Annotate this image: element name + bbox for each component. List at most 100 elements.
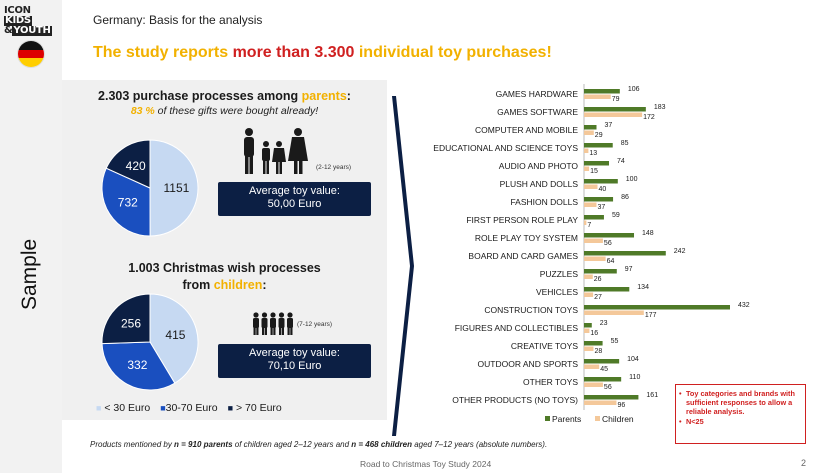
value-label-parents: 86 bbox=[621, 194, 629, 201]
value-label-children: 13 bbox=[589, 150, 597, 157]
pie-slice-label: 415 bbox=[165, 328, 185, 342]
bar-parents bbox=[584, 341, 603, 346]
germany-flag-icon bbox=[17, 40, 45, 68]
bar-parents bbox=[584, 197, 614, 202]
value-label-parents: 59 bbox=[612, 212, 620, 219]
parents-subtitle: 83 % of these gifts were bought already! bbox=[130, 105, 319, 117]
category-label: PLUSH AND DOLLS bbox=[500, 179, 579, 189]
value-label-parents: 148 bbox=[642, 230, 654, 237]
bar-parents bbox=[584, 89, 620, 94]
bar-parents bbox=[584, 179, 618, 184]
category-label: EDUCATIONAL AND SCIENCE TOYS bbox=[433, 143, 578, 153]
pie-legend: ■ < 30 Euro ■30-70 Euro ■ > 70 Euro bbox=[96, 402, 282, 414]
value-label-parents: 97 bbox=[625, 266, 633, 273]
footer-note: Products mentioned by n = 910 parents of… bbox=[90, 440, 548, 449]
bar-children bbox=[584, 130, 594, 135]
value-label-parents: 85 bbox=[621, 140, 629, 147]
value-label-children: 172 bbox=[643, 114, 655, 121]
bar-parents bbox=[584, 377, 622, 382]
value-label-parents: 161 bbox=[646, 392, 658, 399]
pie-legend-item: ■ > 70 Euro bbox=[227, 402, 282, 414]
bar-parents bbox=[584, 107, 646, 112]
category-label: VEHICLES bbox=[536, 287, 578, 297]
bar-parents bbox=[584, 359, 620, 364]
children-group-icon bbox=[253, 312, 293, 335]
value-label-children: 40 bbox=[599, 186, 607, 193]
bar-children bbox=[584, 112, 643, 117]
bar-children bbox=[584, 364, 600, 369]
bar-children bbox=[584, 220, 587, 225]
bar-children bbox=[584, 274, 593, 279]
bar-children bbox=[584, 382, 603, 387]
bar-children bbox=[584, 148, 589, 153]
bar-children bbox=[584, 256, 606, 261]
value-label-children: 45 bbox=[600, 366, 608, 373]
pie-slice bbox=[101, 167, 151, 237]
bar-parents bbox=[584, 323, 592, 328]
value-label-children: 64 bbox=[607, 258, 615, 265]
bar-children bbox=[584, 238, 603, 243]
pie-legend-item: ■ < 30 Euro bbox=[96, 402, 151, 414]
page-title: Germany: Basis for the analysis bbox=[93, 13, 263, 27]
value-label-children: 177 bbox=[645, 312, 657, 319]
category-label: AUDIO AND PHOTO bbox=[499, 161, 579, 171]
category-label: GAMES SOFTWARE bbox=[497, 107, 578, 117]
value-label-parents: 104 bbox=[627, 356, 639, 363]
caveat-note: • Toy categories and brands with sufficie… bbox=[675, 384, 806, 444]
children-title: 1.003 Christmas wish processes from chil… bbox=[128, 261, 321, 292]
pie-slice bbox=[101, 293, 151, 345]
family-icon bbox=[244, 128, 308, 174]
footer-study-name: Road to Christmas Toy Study 2024 bbox=[360, 459, 492, 469]
bar-children bbox=[584, 292, 594, 297]
value-label-parents: 432 bbox=[738, 302, 750, 309]
value-label-parents: 37 bbox=[605, 122, 613, 129]
page-number: 2 bbox=[801, 458, 807, 468]
pie-slice-label: 256 bbox=[121, 317, 141, 331]
parents-age-range: (2-12 years) bbox=[316, 164, 352, 171]
avg-value: 70,10 Euro bbox=[267, 360, 322, 372]
avg-value: 50,00 Euro bbox=[267, 198, 322, 210]
value-label-parents: 110 bbox=[629, 374, 640, 381]
pie-legend-item: ■30-70 Euro bbox=[160, 402, 218, 414]
value-label-children: 96 bbox=[617, 402, 625, 409]
value-label-parents: 242 bbox=[674, 248, 686, 255]
bar-parents bbox=[584, 287, 630, 292]
bar-parents bbox=[584, 143, 613, 148]
category-label: COMPUTER AND MOBILE bbox=[475, 125, 578, 135]
value-label-children: 29 bbox=[595, 132, 603, 139]
value-label-parents: 134 bbox=[637, 284, 649, 291]
value-label-parents: 23 bbox=[600, 320, 608, 327]
pie-slice-label: 1151 bbox=[163, 181, 189, 195]
category-label: CONSTRUCTION TOYS bbox=[484, 305, 578, 315]
value-label-children: 56 bbox=[604, 240, 612, 247]
value-label-children: 37 bbox=[598, 204, 606, 211]
value-label-children: 16 bbox=[590, 330, 598, 337]
sidebar bbox=[0, 0, 62, 473]
avg-label: Average toy value: bbox=[249, 347, 340, 359]
bar-children bbox=[584, 202, 597, 207]
value-label-parents: 74 bbox=[617, 158, 625, 165]
caveat-n: N<25 bbox=[686, 417, 704, 426]
children-age-range: (7-12 years) bbox=[297, 321, 333, 328]
bar-parents bbox=[584, 233, 635, 238]
children-pie-chart: 415 332 256 bbox=[100, 292, 200, 392]
avg-label: Average toy value: bbox=[249, 185, 340, 197]
bar-children bbox=[584, 184, 598, 189]
category-label: CREATIVE TOYS bbox=[511, 341, 578, 351]
value-label-children: 28 bbox=[594, 348, 602, 355]
brand-logo: ICONKIDS &YOUTH bbox=[4, 5, 52, 36]
headline: The study reports more than 3.300 indivi… bbox=[93, 44, 552, 61]
bar-parents bbox=[584, 251, 666, 256]
caveat-text: Toy categories and brands with sufficien… bbox=[686, 389, 795, 416]
bar-children bbox=[584, 310, 644, 315]
value-label-children: 15 bbox=[590, 168, 598, 175]
bar-children bbox=[584, 400, 617, 405]
bar-parents bbox=[584, 161, 610, 166]
category-label: FIRST PERSON ROLE PLAY bbox=[466, 215, 578, 225]
bar-parents bbox=[584, 269, 617, 274]
bar-parents bbox=[584, 215, 604, 220]
pie-slice bbox=[101, 341, 176, 391]
bar-children bbox=[584, 94, 611, 99]
value-label-children: 56 bbox=[604, 384, 612, 391]
